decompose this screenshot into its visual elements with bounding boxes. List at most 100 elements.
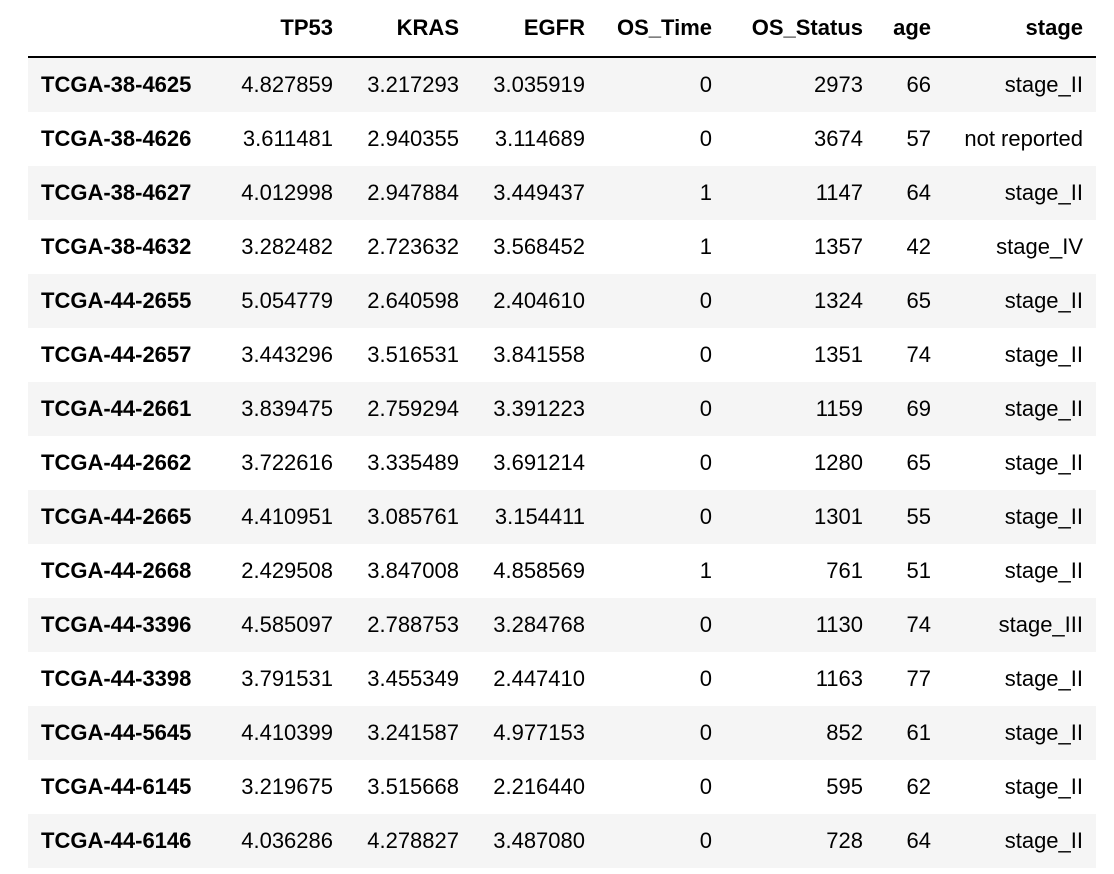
cell-age: 42: [906, 234, 931, 259]
cell-kras: 2.947884: [367, 180, 459, 205]
table-row: TCGA-44-2655 5.054779 2.640598 2.404610 0 132…: [28, 274, 1096, 328]
cell-os-status: 1147: [815, 180, 863, 205]
cell-stage: not reported: [964, 126, 1083, 151]
table-header: TP53 KRAS EGFR OS_Time OS_Status age sta…: [28, 0, 1096, 58]
row-index-cell: TCGA-38-4626: [41, 126, 192, 151]
cell-os-time: 1: [699, 558, 712, 583]
header-kras: KRAS: [346, 0, 472, 58]
cell-tp53: 4.827859: [241, 72, 333, 97]
cell-egfr: 4.977153: [493, 720, 585, 745]
cell-stage: stage_II: [1004, 828, 1083, 853]
table-body: TCGA-38-4625 4.827859 3.217293 3.035919 0 297…: [28, 57, 1096, 868]
cell-os-time: 1: [699, 180, 712, 205]
cell-kras: 2.759294: [367, 396, 459, 421]
cell-os-status: 852: [826, 720, 863, 745]
cell-egfr: 3.841558: [493, 342, 585, 367]
cell-kras: 3.217293: [367, 72, 459, 97]
cell-os-time: 0: [699, 342, 712, 367]
cell-kras: 3.515668: [367, 774, 459, 799]
cell-tp53: 4.585097: [241, 612, 333, 637]
table-row: TCGA-38-4627 4.012998 2.947884 3.449437 1 114…: [28, 166, 1096, 220]
cell-kras: 4.278827: [367, 828, 459, 853]
cell-tp53: 3.611481: [242, 126, 333, 151]
cell-tp53: 3.219675: [241, 774, 333, 799]
row-index-cell: TCGA-44-3396: [41, 612, 192, 637]
cell-tp53: 4.036286: [241, 828, 333, 853]
cell-os-time: 0: [699, 612, 712, 637]
cell-os-time: 0: [699, 828, 712, 853]
cell-os-status: 1301: [814, 504, 863, 529]
cell-tp53: 3.722616: [241, 450, 333, 475]
header-tp53: TP53: [220, 0, 346, 58]
cell-stage: stage_III: [998, 612, 1083, 637]
cell-egfr: 3.154411: [494, 504, 585, 529]
cell-kras: 3.335489: [367, 450, 459, 475]
table-row: TCGA-44-2661 3.839475 2.759294 3.391223 0 115…: [28, 382, 1096, 436]
cell-stage: stage_II: [1004, 450, 1083, 475]
row-index-cell: TCGA-38-4627: [41, 180, 192, 205]
cell-os-time: 1: [699, 234, 712, 259]
table-row: TCGA-38-4632 3.282482 2.723632 3.568452 1 135…: [28, 220, 1096, 274]
cell-egfr: 3.449437: [493, 180, 585, 205]
row-index-cell: TCGA-44-6145: [41, 774, 192, 799]
table-row: TCGA-44-2657 3.443296 3.516531 3.841558 0 135…: [28, 328, 1096, 382]
cell-os-time: 0: [699, 450, 712, 475]
cell-stage: stage_II: [1004, 558, 1083, 583]
cell-kras: 3.516531: [367, 342, 459, 367]
cell-egfr: 3.114689: [494, 126, 585, 151]
cell-stage: stage_II: [1004, 288, 1083, 313]
cell-age: 66: [906, 72, 931, 97]
cell-os-status: 1324: [814, 288, 863, 313]
cell-age: 64: [906, 828, 931, 853]
table-row: TCGA-38-4625 4.827859 3.217293 3.035919 0 297…: [28, 57, 1096, 112]
header-row: TP53 KRAS EGFR OS_Time OS_Status age sta…: [28, 0, 1096, 58]
row-index-cell: TCGA-44-6146: [41, 828, 192, 853]
table-row: TCGA-44-6146 4.036286 4.278827 3.487080 0 728…: [28, 814, 1096, 868]
cell-age: 51: [906, 558, 931, 583]
cell-os-status: 761: [826, 558, 863, 583]
cell-egfr: 2.447410: [493, 666, 585, 691]
cell-egfr: 2.404610: [493, 288, 585, 313]
cell-kras: 3.085761: [367, 504, 459, 529]
cell-age: 65: [906, 450, 931, 475]
cell-stage: stage_II: [1004, 342, 1083, 367]
cell-age: 74: [906, 342, 931, 367]
cell-stage: stage_II: [1004, 720, 1083, 745]
cell-stage: stage_IV: [996, 234, 1083, 259]
cell-age: 57: [906, 126, 931, 151]
row-index-cell: TCGA-44-2668: [41, 558, 192, 583]
dataframe-container: TP53 KRAS EGFR OS_Time OS_Status age sta…: [28, 0, 1096, 868]
cell-kras: 3.241587: [367, 720, 459, 745]
cell-egfr: 3.035919: [493, 72, 585, 97]
header-egfr: EGFR: [472, 0, 598, 58]
cell-os-time: 0: [699, 720, 712, 745]
cell-egfr: 3.568452: [493, 234, 585, 259]
row-index-cell: TCGA-38-4632: [41, 234, 192, 259]
cell-tp53: 5.054779: [241, 288, 333, 313]
cell-os-status: 3674: [814, 126, 863, 151]
table-row: TCGA-44-3396 4.585097 2.788753 3.284768 0 113…: [28, 598, 1096, 652]
cell-kras: 3.455349: [367, 666, 459, 691]
cell-os-time: 0: [699, 126, 712, 151]
row-index-cell: TCGA-44-2662: [41, 450, 192, 475]
cell-os-status: 1280: [814, 450, 863, 475]
cell-age: 55: [906, 504, 931, 529]
cell-kras: 2.723632: [367, 234, 459, 259]
cell-os-status: 595: [826, 774, 863, 799]
cell-os-time: 0: [699, 504, 712, 529]
cell-os-status: 1130: [815, 612, 863, 637]
cell-tp53: 2.429508: [241, 558, 333, 583]
cell-egfr: 2.216440: [493, 774, 585, 799]
cell-egfr: 3.391223: [493, 396, 585, 421]
cell-egfr: 4.858569: [493, 558, 585, 583]
row-index-cell: TCGA-38-4625: [41, 72, 192, 97]
cell-os-status: 1357: [814, 234, 863, 259]
cell-egfr: 3.284768: [493, 612, 585, 637]
header-os-status: OS_Status: [725, 0, 876, 58]
cell-os-status: 1163: [815, 666, 863, 691]
cell-kras: 2.940355: [367, 126, 459, 151]
cell-kras: 3.847008: [367, 558, 459, 583]
dataframe-table: TP53 KRAS EGFR OS_Time OS_Status age sta…: [28, 0, 1096, 868]
cell-kras: 2.788753: [367, 612, 459, 637]
cell-os-time: 0: [699, 288, 712, 313]
